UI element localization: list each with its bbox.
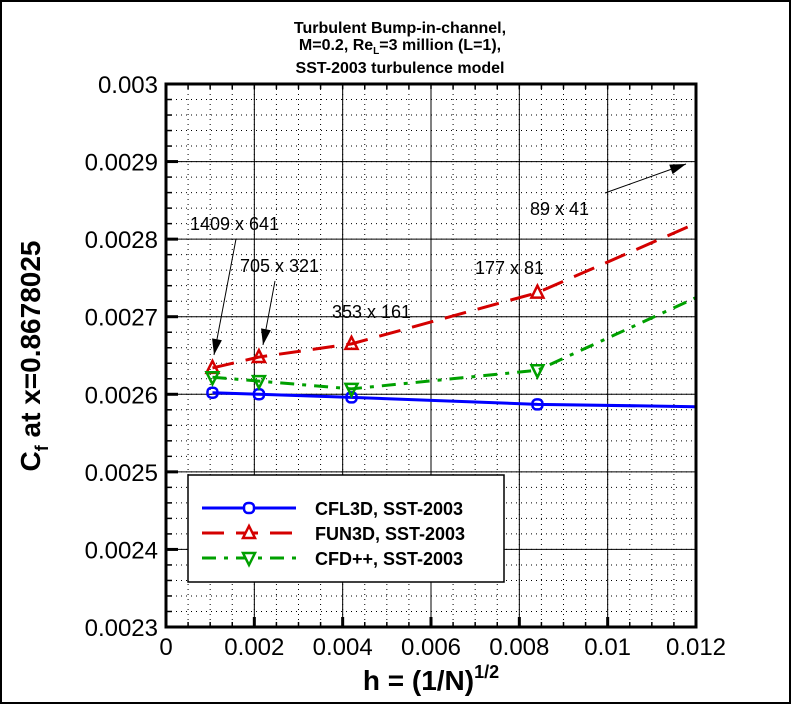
annotation-label: 177 x 81 xyxy=(475,258,544,278)
y-tick-label: 0.003 xyxy=(98,72,158,99)
legend-marker xyxy=(242,501,256,515)
marker-triangle-up xyxy=(343,334,360,351)
legend-marker xyxy=(240,551,258,568)
annotation-arrow-head xyxy=(261,328,271,345)
x-axis-label: h = (1/N)1/2 xyxy=(363,662,499,696)
title-line-2: M=0.2, ReL=3 million (L=1), xyxy=(298,37,502,58)
y-tick-label: 0.0026 xyxy=(85,382,158,409)
title-line-3: SST-2003 turbulence model xyxy=(295,60,505,78)
annotation-arrow-head xyxy=(669,164,686,175)
legend-marker xyxy=(240,523,258,540)
annotation-label: 353 x 161 xyxy=(332,302,411,322)
y-tick-label: 0.0025 xyxy=(85,460,158,487)
marker-triangle-up xyxy=(250,347,267,364)
marker-triangle-down xyxy=(529,363,546,381)
title-line-1: Turbulent Bump-in-channel, xyxy=(293,20,507,37)
annotation-arrow-line xyxy=(213,238,237,356)
marker-circle xyxy=(206,386,219,399)
x-tick-label: 0.002 xyxy=(224,634,284,661)
y-tick-label: 0.0028 xyxy=(85,227,158,254)
x-tick-label: 0.01 xyxy=(584,634,631,661)
marker-circle xyxy=(531,398,544,411)
marker-triangle-down xyxy=(250,374,267,391)
marker-triangle-up xyxy=(529,282,546,299)
x-tick-label: 0 xyxy=(159,634,172,661)
legend-box xyxy=(187,474,505,583)
legend-label-0: CFL3D, SST-2003 xyxy=(315,499,463,519)
annotation-label: 705 x 321 xyxy=(240,256,319,276)
y-tick-label: 0.0029 xyxy=(85,150,158,177)
x-tick-label: 0.008 xyxy=(489,634,549,661)
chart-title: Turbulent Bump-in-channel, M=0.2, ReL=3 … xyxy=(240,20,560,77)
x-tick-label: 0.004 xyxy=(313,634,373,661)
y-tick-label: 0.0024 xyxy=(85,537,158,564)
y-axis-label: Cf at x=0.8678025 xyxy=(15,241,52,472)
annotation-label: 1409 x 641 xyxy=(190,214,279,234)
annotation-label: 89 x 41 xyxy=(530,199,589,219)
series-line-1 xyxy=(212,221,696,370)
legend-label-2: CFD++, SST-2003 xyxy=(315,549,463,569)
y-tick-label: 0.0023 xyxy=(85,615,158,642)
y-tick-label: 0.0027 xyxy=(85,305,158,332)
annotation-arrow-head xyxy=(212,338,222,355)
marker-circle xyxy=(345,391,358,404)
marker-triangle-down xyxy=(204,370,221,388)
marker-triangle-down xyxy=(343,382,360,399)
axes-box xyxy=(164,82,698,629)
x-tick-label: 0.012 xyxy=(666,634,726,661)
x-tick-label: 0.006 xyxy=(401,634,461,661)
series-line-0 xyxy=(212,391,696,409)
legend-label-1: FUN3D, SST-2003 xyxy=(315,524,465,544)
series-line-2 xyxy=(212,295,696,391)
